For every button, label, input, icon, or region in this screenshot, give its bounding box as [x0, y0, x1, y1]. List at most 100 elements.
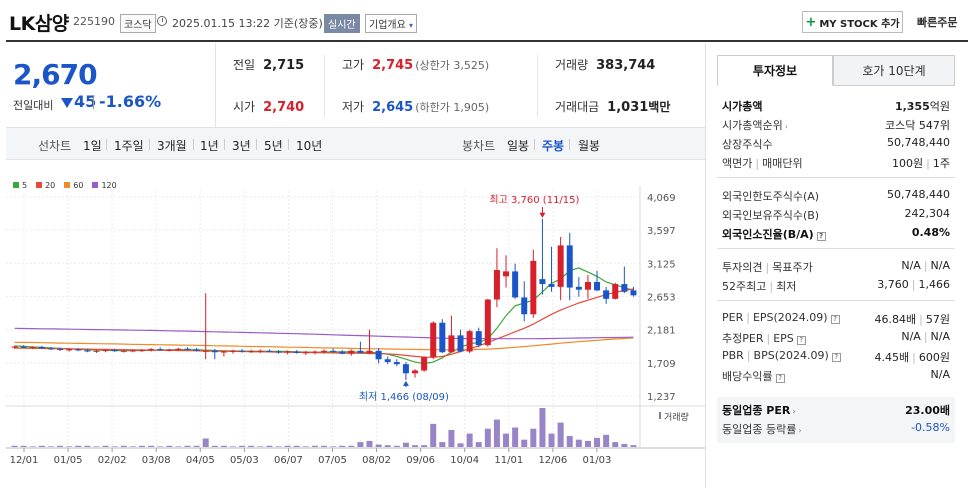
price-change-pct: -1.66%	[99, 92, 162, 111]
candle-body	[493, 270, 500, 300]
info-unit: 억원	[929, 100, 950, 113]
stat-value: 2,745	[372, 58, 414, 73]
volume-bar	[439, 442, 446, 447]
volume-bar	[521, 439, 528, 447]
y-tick-label: 1,237	[647, 392, 676, 403]
candle-body	[220, 351, 227, 353]
add-mystock-button[interactable]: + MY STOCK 추가	[802, 11, 903, 33]
stat-label: 전일	[233, 58, 256, 72]
quick-order-link[interactable]: 빠른주문	[917, 16, 958, 29]
tab-1w[interactable]: 1주일	[114, 139, 144, 153]
tab-weekly-candle[interactable]: 주봉	[542, 139, 565, 153]
volume-bar	[175, 446, 182, 447]
info-value: 1주	[932, 157, 950, 170]
info-value: N/A	[901, 330, 921, 343]
candle-body	[475, 331, 482, 346]
tab-separator	[106, 139, 107, 150]
candle-body	[321, 350, 327, 352]
volume-bar	[293, 445, 300, 447]
tab-separator	[534, 139, 535, 150]
x-tick-label: 07/05	[318, 455, 347, 466]
volume-bar	[184, 445, 191, 447]
candle-body	[548, 284, 555, 287]
info-value: N/A	[930, 368, 950, 381]
volume-bar	[120, 445, 127, 447]
candle-body	[193, 349, 200, 351]
info-key: PBR	[722, 349, 744, 362]
info-industry-rate[interactable]: 동일업종 등락률 › -0.58%	[722, 419, 950, 437]
tab-quote-10[interactable]: 호가 10단계	[833, 55, 955, 86]
candle-body	[621, 284, 628, 292]
tab-separator	[569, 139, 570, 150]
candle-body	[612, 284, 619, 299]
candle-body	[512, 271, 519, 298]
x-tick-label: 05/03	[230, 455, 259, 466]
help-icon[interactable]: ?	[796, 336, 806, 345]
stock-header: LK삼양 225190 코스닥 2025.01.15 13:22 기준(장중) …	[0, 0, 968, 42]
candle-body	[421, 357, 428, 371]
candle-body	[275, 351, 282, 353]
stat-prev-close: 전일 2,715	[233, 56, 304, 73]
volume-bar	[138, 445, 145, 447]
tab-1d[interactable]: 1일	[83, 139, 102, 153]
candle-body	[339, 351, 346, 354]
stock-chart[interactable]: 4,069 3,597 3,125 2,653 2,181 1,709 1,237 12/01…	[6, 172, 705, 488]
volume-bar	[284, 445, 291, 447]
candle-body	[439, 322, 446, 353]
info-cap-rank[interactable]: 시가총액순위 › 코스닥 547위	[722, 115, 950, 133]
legend-label: 120	[101, 181, 117, 190]
volume-bar	[111, 446, 118, 447]
legend-ma120: 120	[92, 181, 117, 190]
candle-body	[148, 349, 155, 351]
y-tick-label: 1,709	[647, 359, 676, 370]
tab-3y[interactable]: 3년	[232, 139, 251, 153]
help-icon[interactable]: ?	[831, 353, 841, 362]
x-tick-label: 03/08	[142, 455, 171, 466]
info-value: 23.00배	[905, 404, 950, 417]
candle-body	[284, 351, 291, 353]
volume-bar	[75, 445, 82, 447]
y-tick-label: 2,181	[647, 326, 676, 337]
candle-body	[357, 350, 364, 353]
x-tick-label: 02/02	[98, 455, 127, 466]
add-mystock-label: MY STOCK 추가	[819, 18, 900, 30]
tab-daily-candle[interactable]: 일봉	[507, 139, 530, 153]
volume-label: 거래량	[664, 411, 689, 423]
info-key: 상장주식수	[722, 138, 773, 151]
tab-investment-info[interactable]: 투자정보	[717, 55, 833, 86]
candlestick-chart-svg: 4,069 3,597 3,125 2,653 2,181 1,709 1,237 12/01…	[6, 186, 705, 466]
volume-bar	[630, 445, 637, 447]
help-icon[interactable]: ?	[816, 232, 826, 241]
candle-body	[566, 245, 573, 288]
help-icon[interactable]: ?	[830, 315, 840, 324]
candle-body	[211, 350, 218, 353]
volume-bar	[366, 440, 373, 447]
realtime-button[interactable]: 실시간	[324, 14, 360, 33]
candle-body	[66, 349, 73, 351]
candle-body	[393, 362, 400, 365]
tab-10y[interactable]: 10년	[296, 139, 323, 153]
candle-body	[29, 346, 36, 348]
candle-body	[166, 349, 173, 351]
company-overview-dropdown[interactable]: 기업개요 ▾	[365, 14, 418, 33]
candle-body	[293, 351, 300, 353]
stats-divider	[324, 55, 325, 117]
plus-icon: +	[805, 14, 817, 30]
tab-5y[interactable]: 5년	[264, 139, 283, 153]
tab-separator	[193, 139, 194, 150]
info-key: 목표주가	[772, 261, 813, 274]
candle-body	[366, 350, 373, 353]
volume-bar	[448, 429, 455, 447]
volume-bar	[612, 442, 619, 447]
chevron-right-icon: ›	[784, 122, 788, 131]
tab-3m[interactable]: 3개월	[157, 139, 187, 153]
tab-separator	[224, 139, 225, 150]
tab-monthly-candle[interactable]: 월봉	[578, 139, 601, 153]
x-tick-label: 12/01	[10, 455, 39, 466]
stat-volume: 거래량 383,744	[555, 56, 655, 73]
help-icon[interactable]: ?	[775, 374, 785, 383]
tab-1y[interactable]: 1년	[200, 139, 219, 153]
info-industry-per[interactable]: 동일업종 PER › 23.00배	[722, 400, 950, 418]
stat-amount: 거래대금 1,031백만	[555, 98, 670, 115]
info-key: 배당수익률	[722, 370, 773, 383]
